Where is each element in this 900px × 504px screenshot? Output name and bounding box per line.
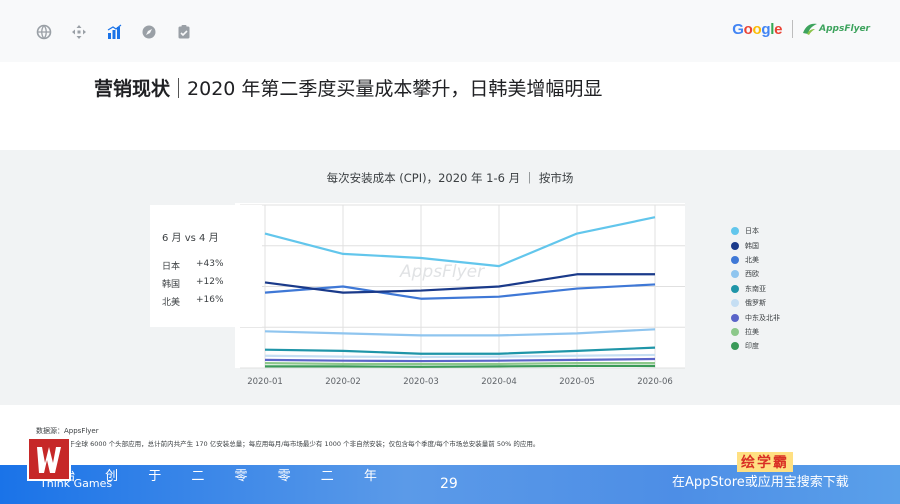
legend-item: 西欧	[731, 267, 780, 281]
legend-item: 拉美	[731, 325, 780, 339]
plot-area	[235, 203, 685, 368]
legend-label: 拉美	[745, 327, 759, 336]
x-tick-label: 2020-01	[247, 377, 283, 387]
brand-w-icon	[37, 447, 61, 473]
callout-label: 日本	[162, 262, 181, 272]
legend-item: 中东及北非	[731, 310, 780, 324]
brand-badge: 绘学霸	[737, 452, 793, 472]
series-line-韩国	[264, 273, 655, 294]
google-logo: Google	[732, 20, 783, 38]
title-text: 2020 年第二季度买量成本攀升，日韩美增幅明显	[187, 78, 603, 100]
legend-swatch	[731, 299, 739, 308]
legend-item: 印度	[731, 339, 780, 353]
title-divider	[178, 78, 180, 98]
legend-label: 中东及北非	[745, 313, 780, 322]
legend-item: 北美	[731, 253, 780, 267]
x-tick-label: 2020-02	[325, 377, 361, 387]
page-number: 29	[440, 476, 458, 492]
legend-label: 北美	[745, 255, 759, 264]
callout-row-na: 北美 +16%	[162, 295, 224, 308]
data-source: 数据源：AppsFlyer	[36, 427, 99, 435]
x-tick-label: 2020-05	[559, 377, 595, 387]
series-line-印度	[265, 364, 655, 368]
legend-swatch	[731, 255, 739, 264]
series-line-中东及北非	[264, 357, 656, 363]
legend-label: 俄罗斯	[745, 299, 766, 308]
callout-value: +16%	[196, 295, 224, 305]
footer-app-store-text: 在AppStore或应用宝搜索下载	[672, 475, 849, 490]
series-line-东南亚	[264, 346, 656, 355]
callout-row-japan: 日本 +43%	[162, 259, 224, 272]
series-line-西欧	[264, 328, 656, 337]
partner-logos: Google AppsFlyer	[732, 20, 870, 38]
x-tick-label: 2020-03	[403, 377, 439, 387]
legend-swatch	[731, 284, 739, 293]
title-section: 营销现状	[94, 78, 171, 100]
brand-logo	[27, 437, 71, 481]
legend-swatch	[731, 270, 739, 279]
legend-label: 东南亚	[745, 284, 766, 293]
legend-swatch	[731, 227, 739, 236]
legend-label: 日本	[745, 227, 759, 236]
series-line-日本	[264, 216, 656, 268]
callout-row-korea: 韩国 +12%	[162, 277, 224, 290]
clipboard-check-icon[interactable]	[176, 24, 192, 40]
callout-value: +43%	[196, 259, 224, 269]
logo-divider	[792, 20, 794, 38]
chart-legend: 日本韩国北美西欧东南亚俄罗斯中东及北非拉美印度	[731, 224, 780, 354]
series-line-北美	[264, 283, 656, 300]
series-line-拉美	[264, 362, 655, 366]
legend-item: 日本	[731, 224, 780, 238]
legend-label: 韩国	[745, 241, 759, 250]
toolbar-icons	[36, 24, 192, 40]
page-title: 营销现状 2020 年第二季度买量成本攀升，日韩美增幅明显	[94, 74, 602, 101]
legend-swatch	[731, 327, 739, 336]
legend-swatch	[731, 313, 739, 322]
footer-slogan: 始 创 于 二 零 零 二 年	[62, 469, 390, 484]
callout-label: 北美	[162, 298, 181, 308]
x-tick-label: 2020-06	[637, 377, 673, 387]
legend-label: 印度	[745, 342, 759, 351]
x-tick-label: 2020-04	[481, 377, 517, 387]
appsflyer-logo: AppsFlyer	[803, 23, 870, 35]
legend-swatch	[731, 342, 739, 351]
comparison-callout: 6 月 vs 4 月 日本 +43% 韩国 +12% 北美 +16%	[150, 205, 262, 327]
move-icon[interactable]	[71, 24, 87, 40]
legend-item: 韩国	[731, 238, 780, 252]
series-line-俄罗斯	[264, 353, 656, 359]
chart-title: 每次安装成本 (CPI)，2020 年 1-6 月 ｜ 按市场	[326, 171, 574, 185]
legend-item: 东南亚	[731, 282, 780, 296]
callout-heading: 6 月 vs 4 月	[162, 233, 219, 244]
legend-label: 西欧	[745, 270, 759, 279]
legend-item: 俄罗斯	[731, 296, 780, 310]
compass-icon[interactable]	[141, 24, 157, 40]
callout-label: 韩国	[162, 280, 181, 290]
methodology-note: 基于全球 6000 个头部应用，总计前内共产生 170 亿安装总量；每应用每月/…	[62, 440, 540, 448]
globe-icon[interactable]	[36, 24, 52, 40]
appsflyer-logo-text: AppsFlyer	[819, 24, 870, 34]
bar-chart-icon[interactable]	[106, 24, 122, 40]
callout-value: +12%	[196, 277, 224, 287]
legend-swatch	[731, 241, 739, 250]
appsflyer-wing-icon	[803, 23, 818, 35]
